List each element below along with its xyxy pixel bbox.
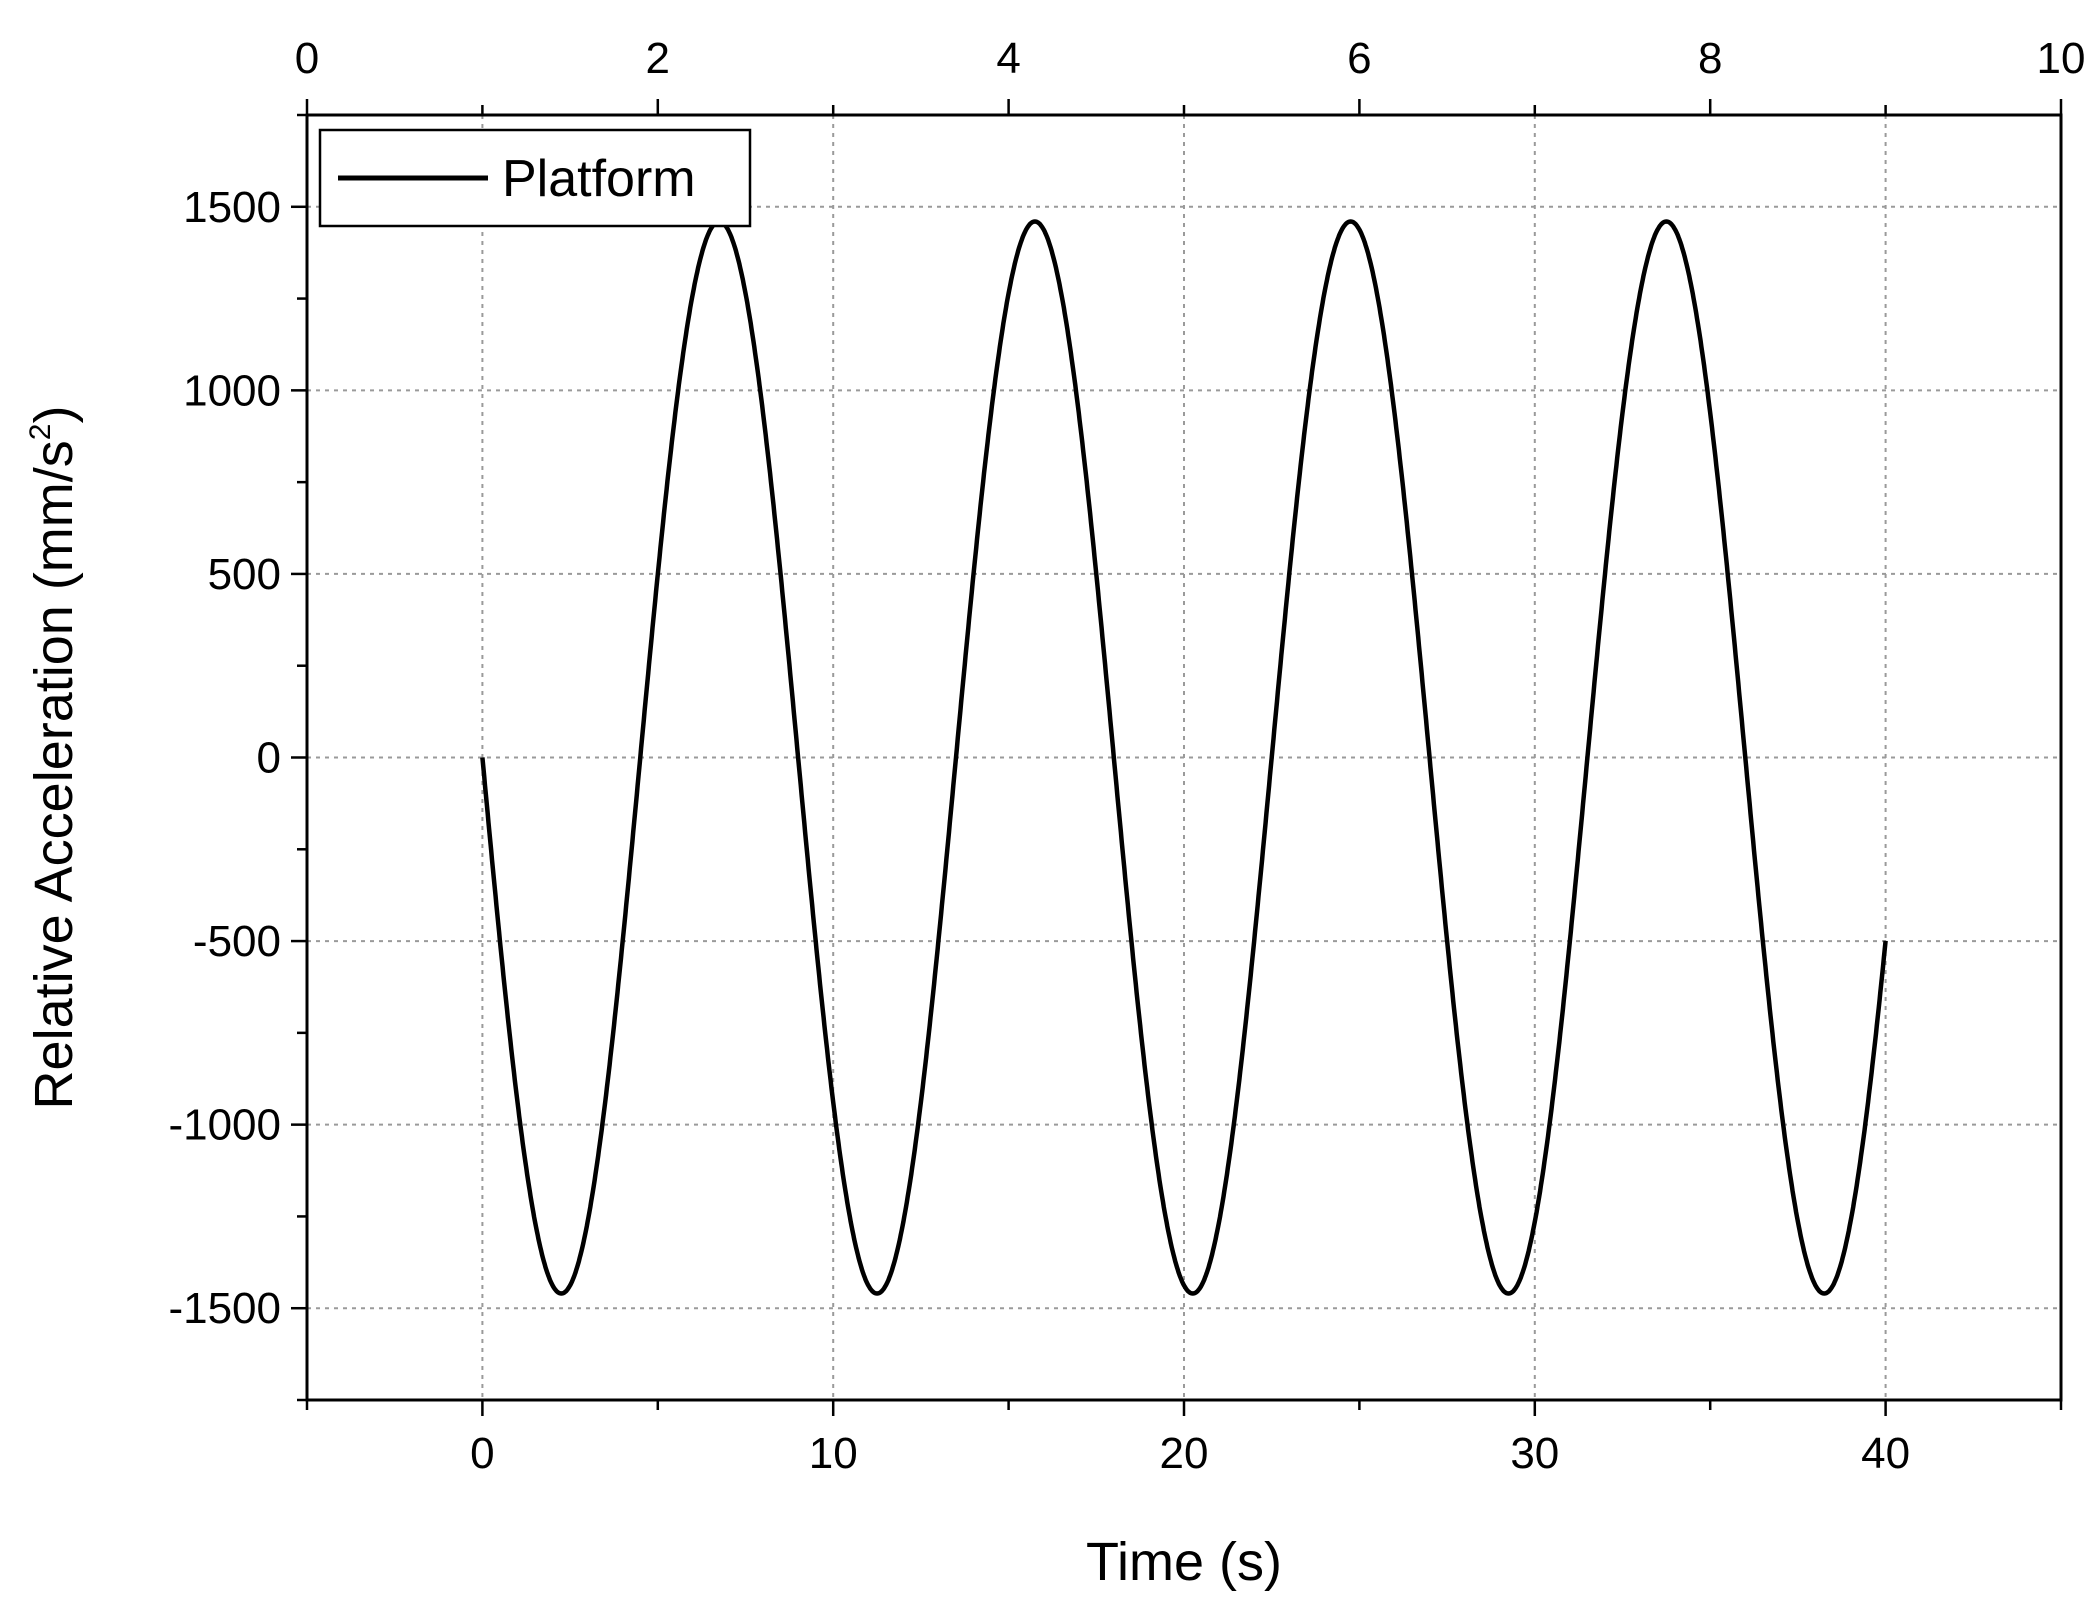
y-axis-title-close: ) [24,406,84,424]
y-axis-title: Relative Acceleration (mm/s2) [24,406,84,1110]
legend: Platform [318,128,752,228]
y-tick-label: -500 [193,917,281,966]
y-tick-label: -1000 [168,1101,281,1150]
y-tick-label: 1500 [183,183,281,232]
top-axis-tick-label: 10 [2037,34,2086,83]
x-tick-label: 30 [1510,1429,1559,1478]
top-axis-tick-label: 8 [1698,34,1722,83]
y-tick-label: 500 [208,550,281,599]
top-axis-tick-label: 0 [295,34,319,83]
y-axis-title-main: Relative Acceleration (mm/s [24,440,84,1109]
top-axis-tick-label: 2 [646,34,670,83]
x-axis-title: Time (s) [1086,1532,1282,1592]
x-tick-label: 0 [470,1429,494,1478]
y-tick-label: -1500 [168,1284,281,1333]
top-axis-tick-label: 4 [996,34,1020,83]
legend-label-platform: Platform [502,150,696,208]
grid-layer [307,115,2061,1400]
y-tick-label: 0 [257,734,281,783]
y-axis-title-superscript: 2 [24,424,57,441]
tick-layer [291,99,2063,1416]
x-tick-label: 10 [809,1429,858,1478]
top-axis-tick-label: 6 [1347,34,1371,83]
tick-label-layer: 0 10 20 30 40 0 2 4 6 8 10 -1500 -1000 -500 0 500 1000 15… [168,34,2085,1478]
y-tick-label: 1000 [183,366,281,415]
x-tick-label: 40 [1861,1429,1910,1478]
x-tick-label: 20 [1160,1429,1209,1478]
